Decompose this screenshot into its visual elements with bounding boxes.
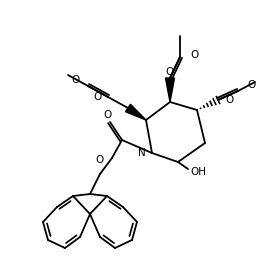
- Text: O: O: [190, 50, 198, 60]
- Text: O: O: [96, 155, 104, 165]
- Text: O: O: [94, 92, 102, 102]
- Text: N: N: [138, 148, 146, 158]
- Text: O: O: [72, 75, 80, 85]
- Text: O: O: [104, 110, 112, 120]
- Polygon shape: [165, 78, 175, 102]
- Text: O: O: [166, 67, 174, 77]
- Polygon shape: [126, 104, 146, 120]
- Text: O: O: [225, 95, 233, 105]
- Text: O: O: [247, 80, 255, 90]
- Text: OH: OH: [190, 167, 206, 177]
